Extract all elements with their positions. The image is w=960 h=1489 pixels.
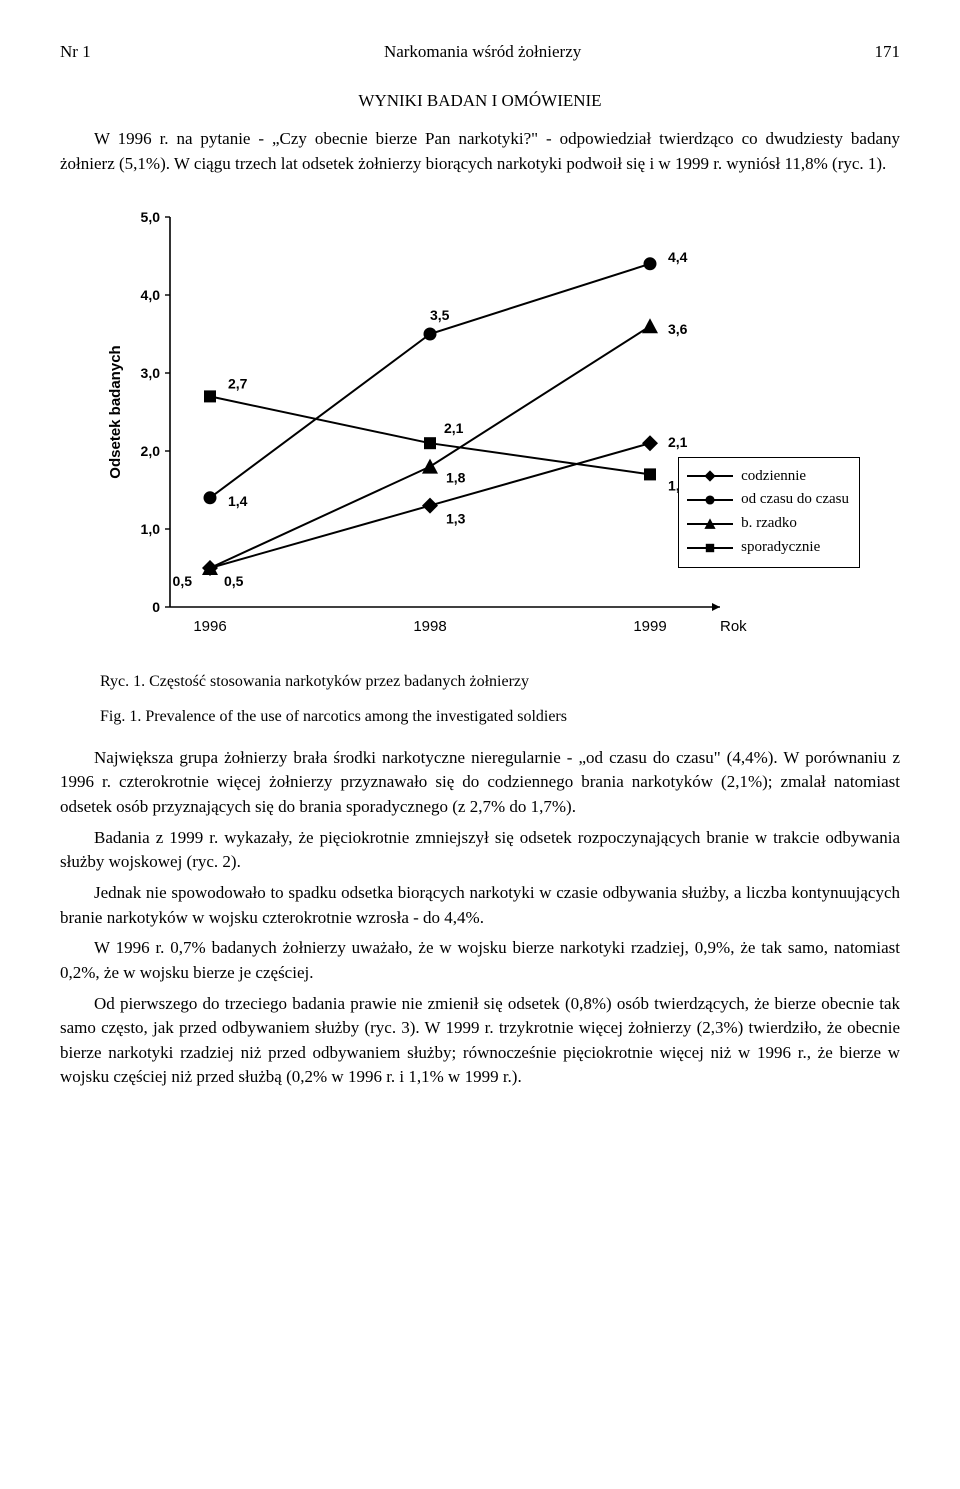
svg-text:1,0: 1,0 <box>141 521 161 537</box>
svg-text:5,0: 5,0 <box>141 209 161 225</box>
paragraph-4: Jednak nie spowodowało to spadku odsetka… <box>60 881 900 930</box>
figure-caption-en: Fig. 1. Prevalence of the use of narcoti… <box>100 706 860 728</box>
figure-caption-pl: Ryc. 1. Częstość stosowania narkotyków p… <box>100 671 860 693</box>
svg-text:0,5: 0,5 <box>173 573 193 589</box>
legend-label: sporadycznie <box>741 537 820 559</box>
legend-item: od czasu do czasu <box>687 489 849 511</box>
legend-swatch <box>687 540 733 556</box>
svg-text:2,1: 2,1 <box>668 434 688 450</box>
figure-1: 0 1,0 2,0 3,0 4,0 5,0 Odsetek badanych 1996 1998… <box>100 197 860 728</box>
legend-swatch <box>687 468 733 484</box>
svg-text:1998: 1998 <box>413 618 446 635</box>
header-left: Nr 1 <box>60 40 91 65</box>
svg-text:4,0: 4,0 <box>141 287 161 303</box>
svg-text:1,4: 1,4 <box>228 492 248 508</box>
paragraph-1: W 1996 r. na pytanie - „Czy obecnie bier… <box>60 127 900 176</box>
svg-text:4,4: 4,4 <box>668 248 688 264</box>
legend-item: b. rzadko <box>687 513 849 535</box>
legend-item: codziennie <box>687 466 849 488</box>
paragraph-5: W 1996 r. 0,7% badanych żołnierzy uważał… <box>60 936 900 985</box>
paragraph-3: Badania z 1999 r. wykazały, że pięciokro… <box>60 826 900 875</box>
legend-swatch <box>687 492 733 508</box>
svg-text:2,1: 2,1 <box>444 420 464 436</box>
legend-swatch <box>687 516 733 532</box>
header-center: Narkomania wśród żołnierzy <box>384 40 581 65</box>
svg-text:3,0: 3,0 <box>141 365 161 381</box>
paragraph-6: Od pierwszego do trzeciego badania prawi… <box>60 992 900 1091</box>
section-title: WYNIKI BADAN I OMÓWIENIE <box>60 89 900 114</box>
svg-text:1999: 1999 <box>633 618 666 635</box>
running-header: Nr 1 Narkomania wśród żołnierzy 171 <box>60 40 900 65</box>
svg-text:Rok: Rok <box>720 618 747 635</box>
chart-svg: 0 1,0 2,0 3,0 4,0 5,0 Odsetek badanych 1996 1998… <box>100 197 860 657</box>
chart-legend: codziennieod czasu do czasub. rzadkospor… <box>678 457 860 568</box>
header-right: 171 <box>875 40 901 65</box>
svg-text:1996: 1996 <box>193 618 226 635</box>
svg-text:2,7: 2,7 <box>228 375 248 391</box>
svg-text:1,8: 1,8 <box>446 469 466 485</box>
svg-text:1,3: 1,3 <box>446 510 466 526</box>
legend-label: codziennie <box>741 466 806 488</box>
svg-text:0: 0 <box>152 599 160 615</box>
legend-item: sporadycznie <box>687 537 849 559</box>
svg-text:2,0: 2,0 <box>141 443 161 459</box>
svg-text:Odsetek badanych: Odsetek badanych <box>107 345 124 478</box>
svg-text:3,6: 3,6 <box>668 321 688 337</box>
legend-label: od czasu do czasu <box>741 489 849 511</box>
legend-label: b. rzadko <box>741 513 797 535</box>
paragraph-2: Największa grupa żołnierzy brała środki … <box>60 746 900 820</box>
svg-text:0,5: 0,5 <box>224 573 244 589</box>
svg-text:3,5: 3,5 <box>430 307 450 323</box>
